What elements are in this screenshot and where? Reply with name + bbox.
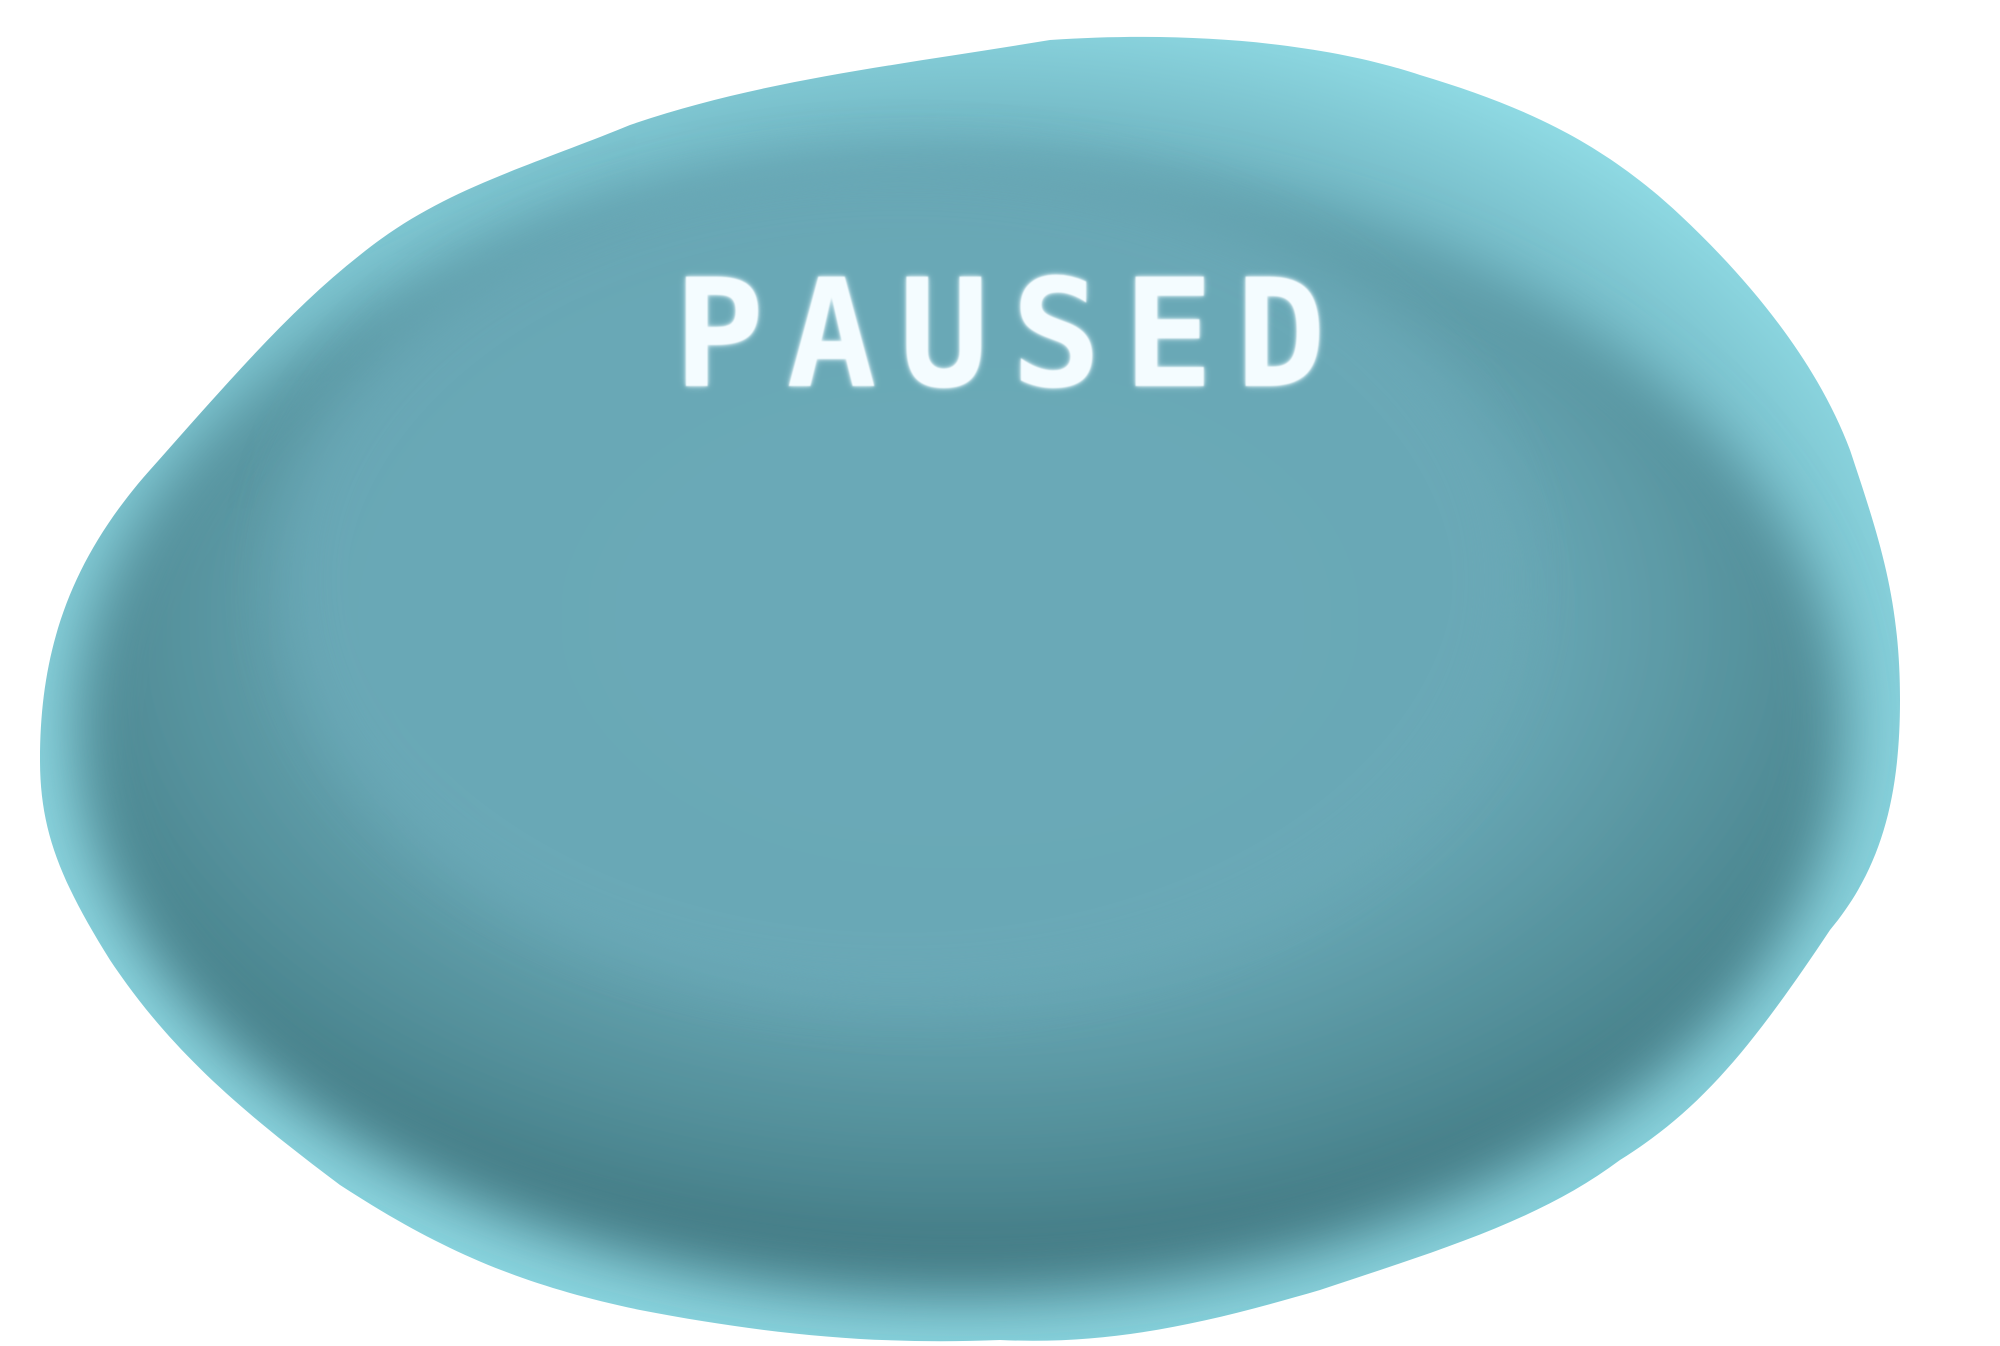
blob-highlight bbox=[280, 160, 1520, 1000]
paused-title: PAUSED bbox=[674, 248, 1348, 422]
